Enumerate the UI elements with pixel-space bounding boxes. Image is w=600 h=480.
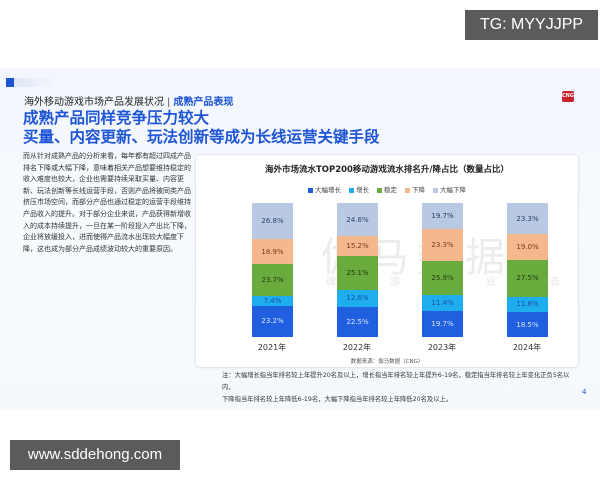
bar-segment: 25.1% xyxy=(337,256,378,290)
bar-segment: 7.4% xyxy=(252,296,293,306)
legend-item: 下降 xyxy=(405,186,425,194)
legend-swatch-icon xyxy=(433,187,438,193)
chart-legend: 大幅增长 增长 稳定 下降 大幅下降 xyxy=(196,184,578,194)
legend-item: 大幅增长 xyxy=(308,186,341,194)
bar-segment: 24.6% xyxy=(337,203,378,236)
stacked-bar: 19.7% 11.4% 25.9% 23.3% 19.7% xyxy=(422,203,463,337)
body-paragraph: 而从针对成熟产品的分析来看，每年都有超过四成产品排名下降或大幅下降，意味着相关产… xyxy=(23,152,191,253)
subtitle-separator: | xyxy=(167,97,171,108)
bar-segment: 23.3% xyxy=(507,203,548,235)
bar-segment: 11.6% xyxy=(507,296,548,313)
bar-segment: 18.9% xyxy=(252,238,293,265)
stacked-bar: 18.5% 11.6% 27.5% 19.0% 23.3% xyxy=(507,203,548,337)
stacked-bar: 22.5% 12.6% 25.1% 15.2% 24.6% xyxy=(337,203,378,337)
legend-swatch-icon xyxy=(377,187,382,193)
footnotes: 注：大幅增长指当年排名较上年提升20名及以上，增长指当年排名较上年提升6-19名… xyxy=(222,370,582,406)
page-title: 成熟产品同样竞争压力较大 买量、内容更新、玩法创新等成为长线运营关键手段 xyxy=(23,109,380,147)
data-source: 数据来源：伽马数据（CNG） xyxy=(350,359,424,365)
bar-segment: 12.6% xyxy=(337,289,378,307)
bar-segment: 23.3% xyxy=(422,229,463,261)
tg-watermark-badge: TG: MYYJJPP xyxy=(465,10,598,40)
bar-segment: 25.9% xyxy=(422,260,463,296)
legend-label: 稳定 xyxy=(384,186,397,194)
bar-segment: 19.7% xyxy=(422,203,463,230)
bar-segment: 15.2% xyxy=(337,236,378,257)
legend-swatch-icon xyxy=(349,187,354,193)
legend-swatch-icon xyxy=(308,187,313,193)
legend-item: 增长 xyxy=(349,186,369,194)
legend-label: 增长 xyxy=(356,186,369,194)
legend-item: 大幅下降 xyxy=(433,186,466,194)
footnote-line-2: 下降指当年排名较上年降低6-19名，大幅下降指当年排名较上年降低20名及以上。 xyxy=(222,396,453,403)
footnote-line-1: 注：大幅增长指当年排名较上年提升20名及以上，增长指当年排名较上年提升6-19名… xyxy=(222,372,570,391)
page-number: 4 xyxy=(582,388,587,396)
bar-segment: 19.0% xyxy=(507,234,548,260)
website-watermark-badge: www.sddehong.com xyxy=(10,440,180,470)
chart-card: 伽马数据 微信游戏产业报告 海外市场流水TOP200移动游戏流水排名升/降占比（… xyxy=(195,154,579,368)
x-axis-label: 2024年 xyxy=(512,343,542,352)
corner-accent-bar xyxy=(6,78,56,87)
chart-title: 海外市场流水TOP200移动游戏流水排名升/降占比（数量占比） xyxy=(264,165,510,175)
bar-segment: 23.2% xyxy=(252,305,293,337)
bar-segment: 22.5% xyxy=(337,306,378,337)
title-line-2: 买量、内容更新、玩法创新等成为长线运营关键手段 xyxy=(23,128,380,146)
bar-segment: 11.4% xyxy=(422,295,463,311)
bar-segment: 26.8% xyxy=(252,203,293,239)
section-subtitle: 海外移动游戏市场产品发展状况 | 成熟产品表现 xyxy=(24,93,233,108)
bar-segment: 18.5% xyxy=(507,312,548,337)
legend-swatch-icon xyxy=(405,187,410,193)
x-axis-label: 2022年 xyxy=(342,343,372,352)
legend-label: 大幅下降 xyxy=(440,186,466,194)
x-axis-label: 2023年 xyxy=(427,343,457,352)
subtitle-text: 海外移动游戏市场产品发展状况 xyxy=(24,97,164,108)
subtitle-highlight: 成熟产品表现 xyxy=(173,97,234,108)
slide: 海外移动游戏市场产品发展状况 | 成熟产品表现 CNG 成熟产品同样竞争压力较大 买… xyxy=(0,68,600,410)
bar-segment: 19.7% xyxy=(422,310,463,337)
legend-item: 稳定 xyxy=(377,186,397,194)
legend-label: 下降 xyxy=(412,186,425,194)
bar-segment: 23.7% xyxy=(252,264,293,297)
title-line-1: 成熟产品同样竞争压力较大 xyxy=(23,109,210,127)
bar-segment: 27.5% xyxy=(507,259,548,297)
legend-label: 大幅增长 xyxy=(315,186,341,194)
cng-logo-icon: CNG xyxy=(562,91,574,102)
stacked-bar: 23.2% 7.4% 23.7% 18.9% 26.8% xyxy=(252,203,293,337)
x-axis-label: 2021年 xyxy=(257,343,287,352)
